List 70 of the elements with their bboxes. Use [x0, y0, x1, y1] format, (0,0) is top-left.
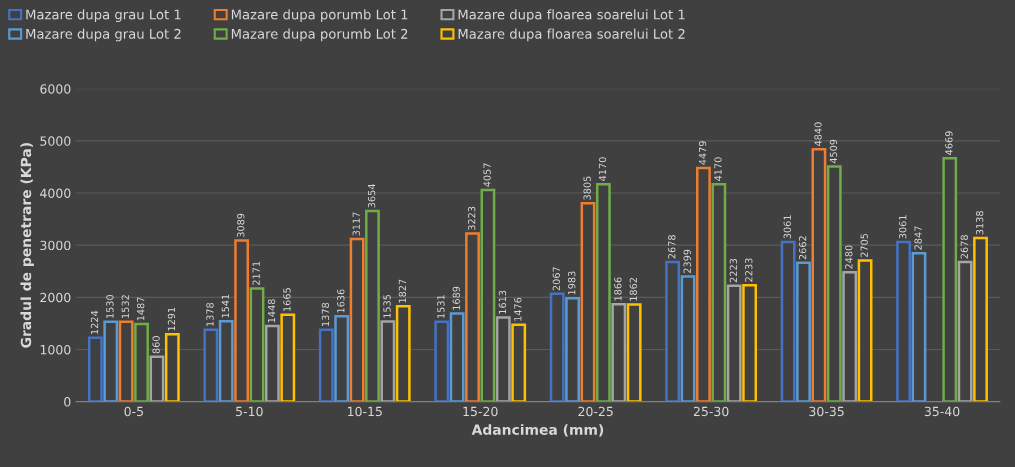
data-label: 1862: [629, 277, 637, 301]
data-label: 1378: [321, 302, 330, 326]
data-label: 1487: [137, 297, 145, 321]
legend-label: Mazare dupa porumb Lot 2: [231, 28, 408, 42]
data-label: 1689: [452, 286, 460, 310]
x-tick-label: 0-5: [124, 406, 143, 417]
legend-label: Mazare dupa porumb Lot 1: [231, 9, 408, 23]
data-label: 1448: [267, 299, 276, 323]
legend-label: Mazare dupa floarea soarelui Lot 2: [458, 28, 685, 42]
x-axis-title: Adancimea (mm): [471, 424, 604, 437]
data-label: 1531: [437, 295, 445, 318]
data-label: 1378: [206, 302, 214, 326]
x-tick-label: 15-20: [463, 406, 498, 417]
data-label: 3654: [367, 184, 376, 208]
data-label: 4509: [829, 139, 838, 164]
data-label: 4840: [814, 122, 822, 146]
data-label: 1224: [90, 310, 99, 334]
data-label: 1866: [614, 277, 622, 301]
data-label: 2399: [683, 249, 691, 274]
data-label: 1613: [498, 290, 507, 314]
data-label: 4669: [945, 131, 953, 155]
data-label: 1983: [568, 271, 576, 295]
data-label: 860: [152, 336, 160, 354]
data-label: 2480: [845, 245, 853, 269]
data-label: 3061: [783, 215, 791, 239]
data-label: 2233: [745, 258, 753, 282]
data-label: 2678: [960, 235, 968, 259]
y-tick-label: 0: [64, 397, 71, 407]
data-label: 1532: [121, 295, 129, 318]
data-label: 1541: [221, 294, 230, 318]
legend-label: Mazare dupa floarea soarelui Lot 1: [458, 9, 685, 23]
data-label: 2847: [914, 226, 922, 250]
data-label: 1636: [337, 289, 345, 313]
y-tick-label: 3000: [40, 240, 71, 251]
data-label: 3089: [237, 213, 245, 238]
data-label: 4057: [483, 163, 491, 187]
data-label: 2678: [668, 235, 676, 259]
x-tick-label: 20-25: [578, 406, 613, 417]
y-tick-label: 2000: [40, 292, 71, 303]
data-label: 2705: [860, 233, 868, 258]
data-label: 1665: [283, 288, 291, 311]
data-label: 1291: [167, 307, 176, 331]
data-label: 3223: [467, 206, 476, 231]
x-tick-label: 10-15: [347, 406, 382, 417]
data-label: 1535: [383, 294, 391, 318]
y-axis-title: Gradul de penetrare (KPa): [20, 143, 34, 348]
data-label: 1476: [514, 297, 522, 321]
data-label: 4170: [598, 157, 607, 181]
data-label: 2171: [252, 261, 260, 285]
data-label: 4479: [698, 141, 707, 165]
data-label: 3138: [976, 211, 984, 235]
legend-label: Mazare dupa grau Lot 2: [26, 28, 181, 42]
data-label: 3117: [352, 212, 360, 236]
data-label: 2223: [729, 258, 738, 283]
y-tick-label: 5000: [40, 136, 71, 146]
legend-label: Mazare dupa grau Lot 1: [26, 9, 181, 23]
data-label: 2662: [798, 236, 807, 260]
data-label: 1530: [106, 294, 114, 318]
y-tick-label: 4000: [40, 188, 71, 198]
x-tick-label: 30-35: [809, 406, 844, 417]
data-label: 3805: [583, 176, 591, 200]
x-tick-label: 25-30: [693, 406, 729, 417]
data-label: 1827: [398, 279, 407, 303]
y-tick-label: 6000: [40, 84, 71, 94]
y-tick-label: 1000: [40, 344, 71, 355]
x-tick-label: 35-40: [924, 406, 960, 417]
data-label: 2067: [552, 267, 561, 291]
data-label: 3061: [899, 215, 907, 239]
data-label: 4170: [714, 157, 722, 181]
x-tick-label: 5-10: [236, 406, 263, 417]
